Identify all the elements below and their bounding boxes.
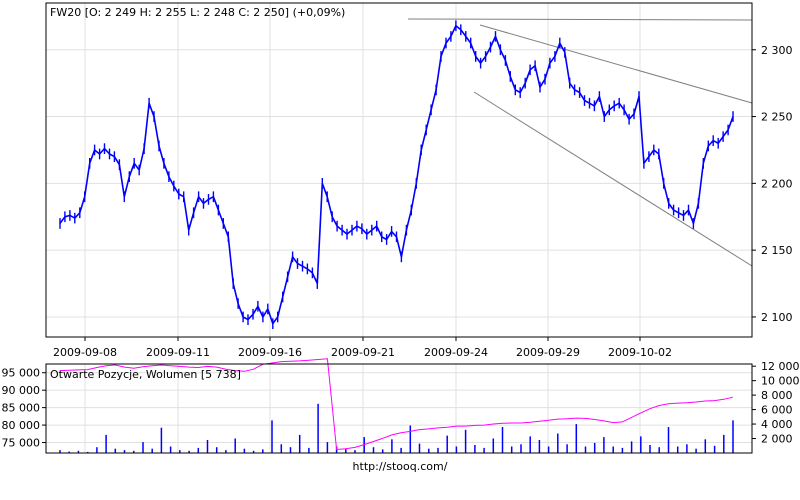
y-tick-label-right: 4 000 bbox=[761, 418, 793, 431]
date-x-axis: 2009-09-08 2009-09-11 2009-09-16 2009-09-21… bbox=[53, 337, 672, 359]
y-tick-label: 2 150 bbox=[761, 244, 793, 257]
volume-panel-frame bbox=[45, 363, 753, 454]
price-series bbox=[59, 20, 734, 329]
x-tick-label: 2009-09-08 bbox=[53, 346, 117, 359]
lower-channel-line bbox=[473, 91, 753, 267]
x-tick-label: 2009-09-11 bbox=[146, 346, 210, 359]
resistance-line-horizontal bbox=[407, 18, 753, 21]
x-tick-label: 2009-09-29 bbox=[516, 346, 580, 359]
price-y-axis: 2 100 2 150 2 200 2 250 2 300 bbox=[752, 44, 793, 324]
price-title: FW20 [O: 2 249 H: 2 255 L: 2 248 C: 2 25… bbox=[50, 6, 345, 19]
y-tick-label: 2 300 bbox=[761, 44, 793, 57]
volume-title: Otwarte Pozycje, Wolumen [5 738] bbox=[50, 368, 241, 381]
x-tick-label: 2009-09-21 bbox=[331, 346, 395, 359]
open-interest-series bbox=[59, 358, 734, 451]
volume-panel: Otwarte Pozycje, Wolumen [5 738] 75 000 8… bbox=[2, 358, 800, 454]
y-tick-label: 2 100 bbox=[761, 311, 793, 324]
price-grid bbox=[46, 3, 752, 337]
volume-grid bbox=[46, 364, 752, 453]
volume-series bbox=[59, 403, 734, 453]
upper-channel-line bbox=[479, 24, 753, 104]
x-tick-label: 2009-09-24 bbox=[424, 346, 488, 359]
y-tick-label-left: 95 000 bbox=[2, 367, 41, 380]
y-tick-label-right: 6 000 bbox=[761, 404, 793, 417]
x-tick-label: 2009-09-16 bbox=[238, 346, 302, 359]
y-tick-label-right: 10 000 bbox=[761, 375, 800, 388]
y-tick-label-left: 85 000 bbox=[2, 402, 41, 415]
open-interest-line bbox=[59, 358, 734, 451]
source-url[interactable]: http://stooq.com/ bbox=[353, 460, 448, 473]
y-tick-label-left: 75 000 bbox=[2, 437, 41, 450]
y-tick-label: 2 250 bbox=[761, 111, 793, 124]
y-tick-label-right: 2 000 bbox=[761, 433, 793, 446]
y-tick-label-left: 80 000 bbox=[2, 419, 41, 432]
y-tick-label-left: 90 000 bbox=[2, 384, 41, 397]
price-panel: FW20 [O: 2 249 H: 2 255 L: 2 248 C: 2 25… bbox=[45, 2, 793, 359]
y-tick-label-right: 8 000 bbox=[761, 389, 793, 402]
y-tick-label: 2 200 bbox=[761, 177, 793, 190]
y-tick-label-right: 12 000 bbox=[761, 360, 800, 373]
price-panel-frame bbox=[45, 2, 753, 338]
trend-lines bbox=[407, 18, 753, 267]
price-line bbox=[59, 24, 734, 325]
open-interest-y-axis: 75 000 80 000 85 000 90 000 95 000 bbox=[2, 367, 46, 450]
x-tick-label: 2009-10-02 bbox=[608, 346, 672, 359]
